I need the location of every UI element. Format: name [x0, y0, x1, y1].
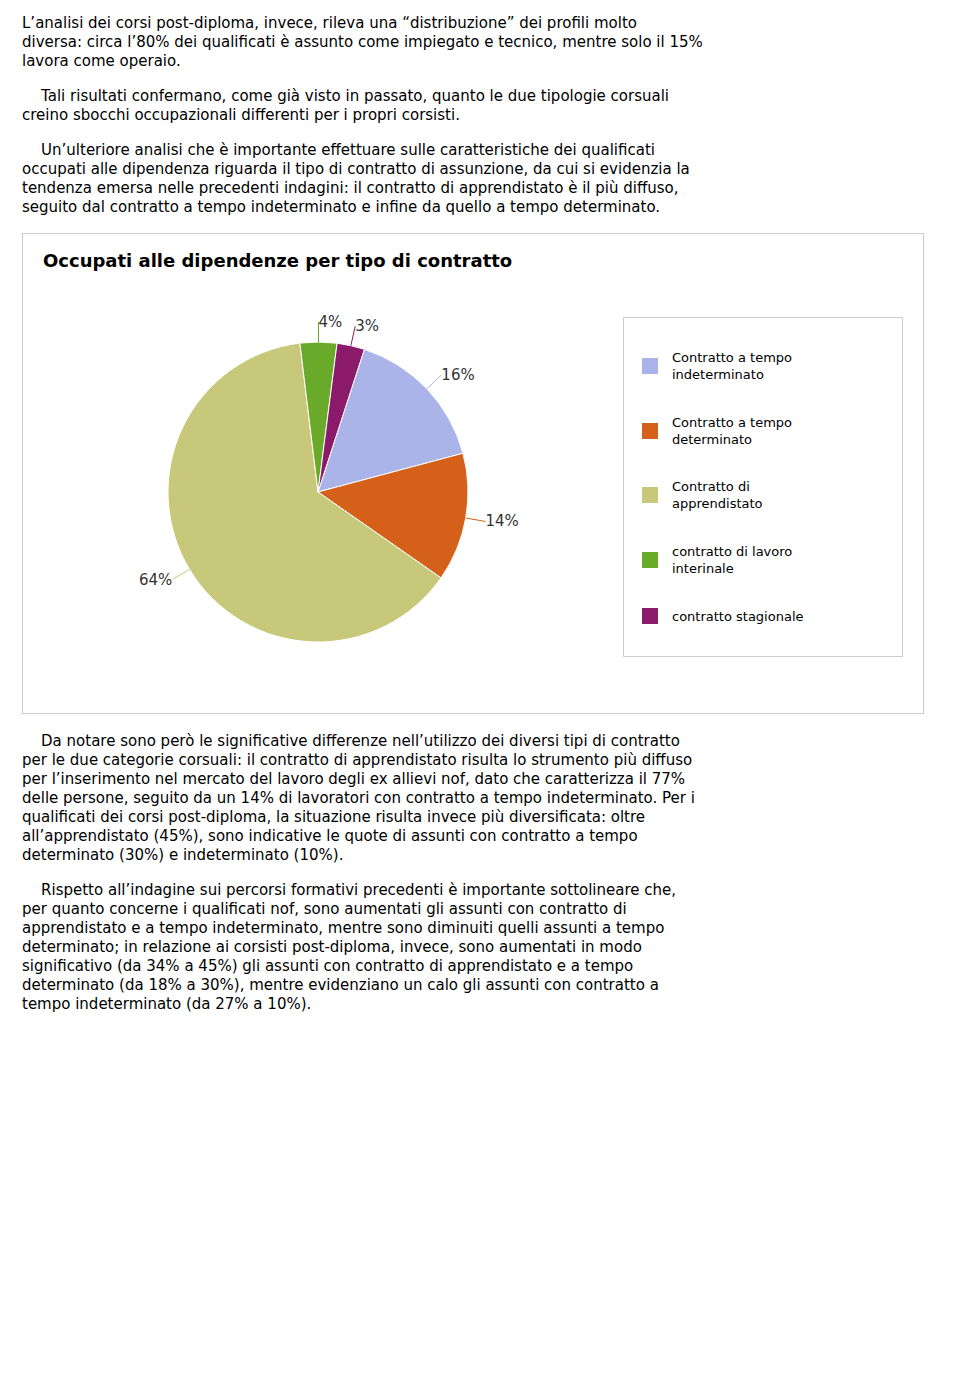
svg-text:4%: 4%: [319, 313, 343, 331]
html-text:Contratto a tempo determinato: Contratto a tempo determinato: [672, 414, 792, 447]
html-text:Contratto di apprendistato: Contratto di apprendistato: [672, 479, 763, 512]
html-text:creino sbocchi occupazionali d: creino sbocchi occupazionali differenti …: [22, 106, 460, 124]
html-text:per quanto concerne i qualific: per quanto concerne i qualificati nof, s…: [22, 900, 627, 918]
html-text:tempo indeterminato (da 27% a: tempo indeterminato (da 27% a 10%).: [22, 995, 312, 1013]
html-text:diversa: circa l’80% dei quali: diversa: circa l’80% dei qualificati è a…: [22, 33, 703, 51]
svg-text:16%: 16%: [441, 366, 474, 384]
html-text:per le due categorie corsuali:: per le due categorie corsuali: il contra…: [22, 751, 693, 769]
html-text:all’apprendistato (45%), sono: all’apprendistato (45%), sono indicative…: [22, 827, 638, 845]
html-text:apprendistato e a tempo indete: apprendistato e a tempo indeterminato, m…: [22, 919, 665, 937]
html-text:qualificati dei corsi post-dip: qualificati dei corsi post-diploma, la s…: [22, 808, 646, 826]
html-text:determinato (30%) e indetermin: determinato (30%) e indeterminato (10%).: [22, 846, 344, 864]
html-text:determinato (da 18% a 30%), me: determinato (da 18% a 30%), mentre evide…: [22, 976, 659, 994]
svg-text:3%: 3%: [355, 317, 379, 335]
html-text:lavora come operaio.: lavora come operaio.: [22, 52, 181, 70]
svg-text:64%: 64%: [139, 571, 172, 589]
html-text:Tali risultati confermano, com: Tali risultati confermano, come già vist…: [22, 87, 669, 105]
html-text:Da notare sono però le signifi: Da notare sono però le significative dif…: [22, 732, 680, 750]
html-text:contratto stagionale: contratto stagionale: [672, 608, 804, 624]
html-text:Rispetto all’indagine sui perc: Rispetto all’indagine sui percorsi forma…: [22, 881, 676, 899]
html-text:occupati alle dipendenza rigua: occupati alle dipendenza riguarda il tip…: [22, 160, 690, 178]
html-text:Occupati alle dipendenze per t: Occupati alle dipendenze per tipo di con…: [43, 250, 513, 271]
html-text:contratto di lavoro interinale: contratto di lavoro interinale: [672, 544, 793, 577]
html-text:per l’inserimento nel mercato: per l’inserimento nel mercato del lavoro…: [22, 770, 686, 788]
html-text:tendenza emersa nelle preceden: tendenza emersa nelle precedenti indagin…: [22, 179, 679, 197]
html-text:Contratto a tempo indeterminat: Contratto a tempo indeterminato: [672, 350, 792, 383]
html-text:seguito dal contratto a tempo: seguito dal contratto a tempo indetermin…: [22, 198, 661, 216]
html-text:Un’ulteriore analisi che è imp: Un’ulteriore analisi che è importante ef…: [22, 141, 655, 159]
svg-text:14%: 14%: [485, 512, 518, 530]
html-text:significativo (da 34% a 45%) g: significativo (da 34% a 45%) gli assunti…: [22, 957, 634, 975]
html-text:delle persone, seguito da un 1: delle persone, seguito da un 14% di lavo…: [22, 789, 695, 807]
html-text:determinato; in relazione ai c: determinato; in relazione ai corsisti po…: [22, 938, 642, 956]
html-text:L’analisi dei corsi post-diplo: L’analisi dei corsi post-diploma, invece…: [22, 14, 637, 32]
